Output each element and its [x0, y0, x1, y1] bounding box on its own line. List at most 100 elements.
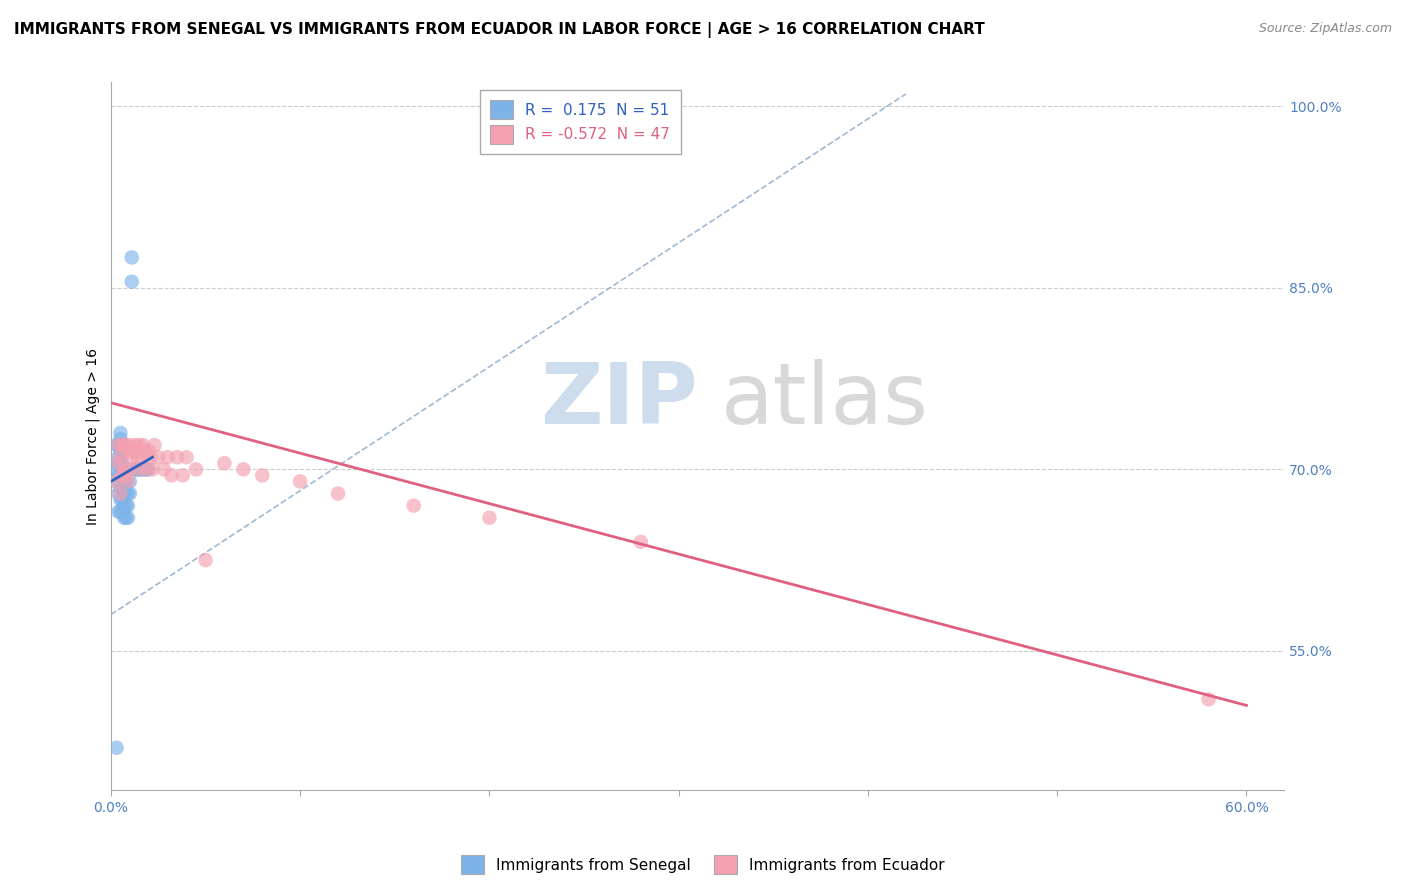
Point: [121, 275, 143, 289]
Y-axis label: In Labor Force | Age > 16: In Labor Force | Age > 16: [86, 348, 100, 524]
Point: [111, 444, 134, 458]
Point: [107, 468, 129, 483]
Point: [110, 468, 132, 483]
Point: [132, 462, 155, 476]
Point: [112, 438, 135, 452]
Point: [115, 510, 138, 524]
Point: [112, 462, 135, 476]
Point: [112, 475, 135, 489]
Point: [111, 438, 134, 452]
Point: [105, 456, 128, 470]
Point: [110, 486, 132, 500]
Text: Source: ZipAtlas.com: Source: ZipAtlas.com: [1258, 22, 1392, 36]
Point: [141, 462, 163, 476]
Point: [122, 462, 145, 476]
Point: [166, 450, 188, 465]
Point: [118, 462, 141, 476]
Point: [138, 444, 160, 458]
Point: [124, 438, 146, 452]
Point: [156, 450, 179, 465]
Point: [127, 462, 149, 476]
Point: [112, 499, 135, 513]
Point: [110, 456, 132, 470]
Point: [107, 438, 129, 452]
Point: [138, 462, 160, 476]
Point: [128, 438, 150, 452]
Point: [111, 438, 134, 452]
Point: [184, 462, 207, 476]
Point: [107, 486, 129, 500]
Point: [127, 450, 149, 465]
Point: [115, 499, 138, 513]
Point: [132, 438, 155, 452]
Point: [134, 444, 156, 458]
Point: [105, 438, 128, 452]
Point: [111, 480, 134, 494]
Point: [115, 438, 138, 452]
Point: [112, 462, 135, 476]
Legend: Immigrants from Senegal, Immigrants from Ecuador: Immigrants from Senegal, Immigrants from…: [456, 849, 950, 880]
Point: [105, 740, 128, 755]
Text: atlas: atlas: [721, 359, 929, 442]
Point: [122, 444, 145, 458]
Point: [107, 450, 129, 465]
Point: [148, 450, 170, 465]
Point: [194, 553, 217, 567]
Point: [232, 462, 254, 476]
Legend: R =  0.175  N = 51, R = -0.572  N = 47: R = 0.175 N = 51, R = -0.572 N = 47: [479, 89, 681, 154]
Point: [1198, 692, 1220, 706]
Text: ZIP: ZIP: [540, 359, 697, 442]
Point: [111, 505, 134, 519]
Point: [172, 468, 194, 483]
Point: [117, 475, 139, 489]
Point: [107, 505, 129, 519]
Point: [104, 462, 127, 476]
Point: [115, 475, 138, 489]
Point: [118, 475, 141, 489]
Point: [105, 475, 128, 489]
Point: [143, 438, 166, 452]
Point: [478, 510, 501, 524]
Point: [107, 438, 129, 452]
Point: [115, 486, 138, 500]
Point: [117, 499, 139, 513]
Point: [107, 456, 129, 470]
Point: [112, 510, 135, 524]
Point: [121, 450, 143, 465]
Point: [118, 438, 141, 452]
Point: [110, 425, 132, 440]
Point: [160, 468, 183, 483]
Point: [288, 475, 311, 489]
Point: [630, 535, 652, 549]
Point: [117, 510, 139, 524]
Point: [110, 432, 132, 446]
Point: [110, 444, 132, 458]
Point: [252, 468, 274, 483]
Point: [111, 468, 134, 483]
Point: [111, 468, 134, 483]
Point: [135, 462, 157, 476]
Point: [118, 486, 141, 500]
Point: [129, 450, 152, 465]
Point: [111, 456, 134, 470]
Point: [110, 450, 132, 465]
Point: [128, 462, 150, 476]
Point: [110, 505, 132, 519]
Point: [129, 462, 152, 476]
Point: [112, 486, 135, 500]
Point: [110, 492, 132, 507]
Point: [117, 444, 139, 458]
Point: [176, 450, 198, 465]
Point: [121, 251, 143, 265]
Point: [402, 499, 425, 513]
Point: [111, 492, 134, 507]
Point: [214, 456, 236, 470]
Point: [117, 486, 139, 500]
Point: [153, 462, 176, 476]
Text: IMMIGRANTS FROM SENEGAL VS IMMIGRANTS FROM ECUADOR IN LABOR FORCE | AGE > 16 COR: IMMIGRANTS FROM SENEGAL VS IMMIGRANTS FR…: [14, 22, 984, 38]
Point: [135, 462, 157, 476]
Point: [110, 438, 132, 452]
Point: [115, 468, 138, 483]
Point: [326, 486, 349, 500]
Point: [128, 462, 150, 476]
